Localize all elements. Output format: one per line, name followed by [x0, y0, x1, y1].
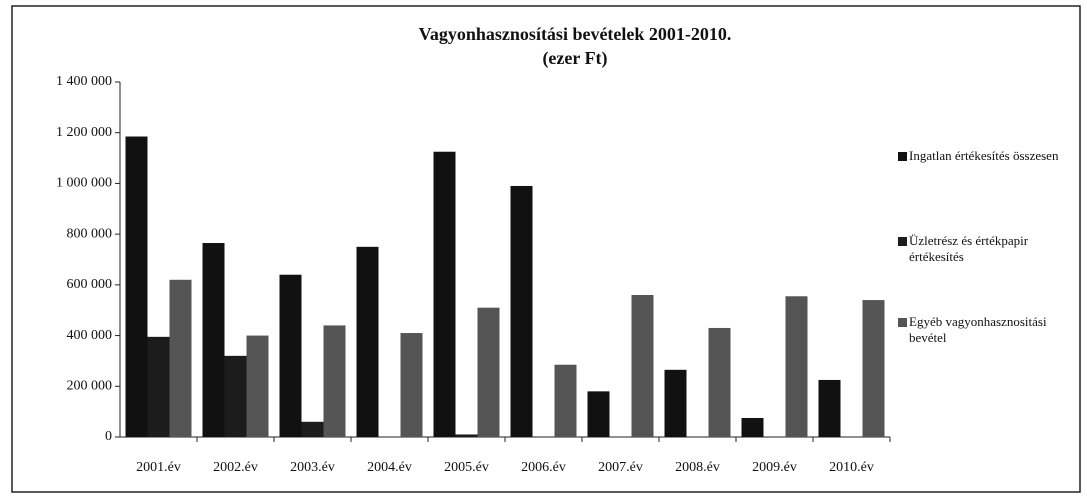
bar [741, 417, 764, 437]
bar [356, 246, 379, 437]
y-tick-label: 800 000 [67, 226, 113, 241]
x-tick-label: 2002.év [213, 460, 258, 475]
bar [510, 185, 533, 437]
bar [587, 391, 610, 437]
y-tick-label: 1 000 000 [56, 176, 112, 191]
bar [125, 136, 148, 437]
y-tick-label: 0 [105, 429, 112, 444]
bar [664, 369, 687, 437]
y-tick-label: 600 000 [67, 277, 113, 292]
bar [301, 421, 324, 437]
bar [433, 151, 456, 437]
bar [477, 307, 500, 437]
x-tick-label: 2006.év [521, 460, 566, 475]
bar [323, 325, 346, 437]
bar [202, 243, 225, 437]
y-tick-label: 1 400 000 [56, 74, 112, 89]
x-tick-label: 2001.év [136, 460, 181, 475]
bar [246, 335, 269, 437]
legend-label: Ingatlan értékesítés összesen [909, 148, 1059, 163]
legend-swatch [898, 152, 907, 161]
bar [785, 296, 808, 437]
bar [400, 333, 423, 437]
bar [224, 355, 247, 437]
x-tick-label: 2004.év [367, 460, 412, 475]
bar [147, 336, 170, 437]
bar [279, 274, 302, 437]
legend-swatch [898, 237, 907, 246]
bar [169, 279, 192, 437]
bar [631, 295, 654, 437]
bar [554, 364, 577, 437]
legend-label: Egyéb vagyonhasznositási bevétel [909, 314, 1047, 345]
y-tick-label: 400 000 [67, 328, 113, 343]
bar [455, 434, 478, 437]
bar [818, 379, 841, 437]
chart-title: Vagyonhasznosítási bevételek 2001-2010. [419, 24, 732, 44]
legend-label: Üzletrész és értékpapir értékesítés [909, 233, 1029, 264]
x-tick-label: 2005.év [444, 460, 489, 475]
x-tick-label: 2007.év [598, 460, 643, 475]
x-tick-label: 2009.év [752, 460, 797, 475]
chart-subtitle: (ezer Ft) [542, 48, 607, 69]
x-tick-label: 2003.év [290, 460, 335, 475]
x-tick-label: 2010.év [829, 460, 874, 475]
y-tick-label: 1 200 000 [56, 125, 112, 140]
bar [708, 327, 731, 437]
x-tick-label: 2008.év [675, 460, 720, 475]
chart-frame [11, 5, 1081, 493]
bar [862, 300, 885, 437]
legend-swatch [898, 318, 907, 327]
y-tick-label: 200 000 [67, 379, 113, 394]
